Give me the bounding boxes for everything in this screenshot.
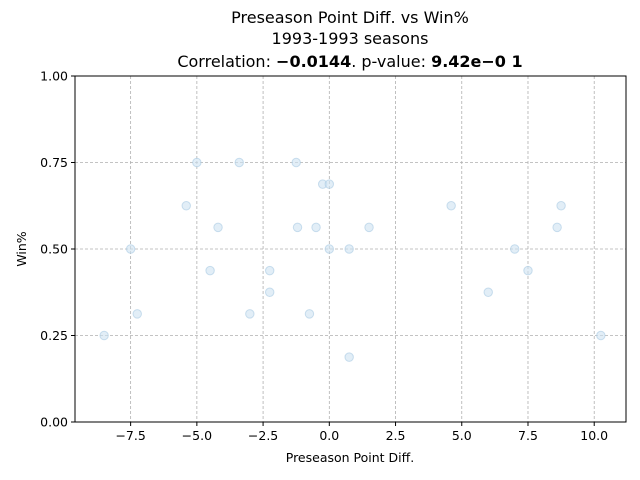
title-pvalue-value: 9.42e−0 1: [431, 52, 523, 71]
y-tick-label: 0.00: [40, 415, 68, 430]
scatter-point: [265, 287, 275, 297]
y-axis-ticks: 0.00 0.25 0.50 0.75 1.00: [40, 69, 75, 430]
scatter-points: [99, 157, 606, 362]
y-tick-label: 0.75: [40, 155, 68, 170]
x-tick-label: 10.0: [580, 428, 608, 443]
scatter-point: [510, 244, 520, 254]
scatter-point: [245, 309, 255, 319]
scatter-point: [364, 222, 374, 233]
y-axis-label: Win%: [14, 231, 29, 266]
scatter-point: [213, 222, 223, 233]
scatter-point: [311, 222, 321, 233]
scatter-point: [205, 265, 215, 276]
scatter-point: [344, 244, 354, 254]
title-correlation-value: −0.0144: [276, 52, 351, 71]
scatter-point: [304, 309, 315, 319]
scatter-point: [99, 330, 109, 341]
y-tick-label: 0.50: [40, 242, 68, 257]
scatter-point: [483, 287, 493, 297]
y-tick-label: 1.00: [40, 69, 68, 84]
x-tick-label: 2.5: [386, 428, 406, 443]
x-tick-label: 7.5: [518, 428, 538, 443]
x-axis-label: Preseason Point Diff.: [286, 450, 415, 465]
x-tick-label: −2.5: [248, 428, 278, 443]
scatter-point: [192, 157, 202, 168]
scatter-point: [181, 201, 191, 211]
x-axis-ticks: −7.5 −5.0 −2.5 0.0 2.5 5.0 7.5 10.0: [115, 422, 608, 443]
scatter-point: [556, 201, 566, 211]
chart-title-line1: Preseason Point Diff. vs Win%: [231, 8, 469, 27]
title-correlation-prefix: Correlation:: [177, 52, 276, 71]
scatter-point: [291, 157, 301, 168]
chart-title-line3: Correlation: −0.0144. p-value: 9.42e−0 1: [177, 52, 522, 71]
scatter-point: [324, 179, 335, 189]
x-tick-label: −7.5: [115, 428, 145, 443]
y-tick-label: 0.25: [40, 328, 68, 343]
x-tick-label: 0.0: [319, 428, 339, 443]
scatter-point: [234, 157, 244, 168]
x-tick-label: 5.0: [452, 428, 472, 443]
x-tick-label: −5.0: [182, 428, 212, 443]
scatter-point: [265, 265, 275, 276]
chart-title-line2: 1993-1993 seasons: [272, 29, 429, 48]
scatter-point: [324, 244, 335, 254]
scatter-point: [446, 201, 456, 211]
title-pvalue-prefix: . p-value:: [351, 52, 431, 71]
scatter-point: [292, 222, 303, 233]
scatter-point: [125, 244, 136, 254]
scatter-point: [552, 222, 562, 233]
scatter-point: [344, 352, 354, 362]
scatter-point: [596, 330, 606, 341]
scatter-point: [523, 265, 533, 276]
scatter-point: [132, 309, 142, 319]
